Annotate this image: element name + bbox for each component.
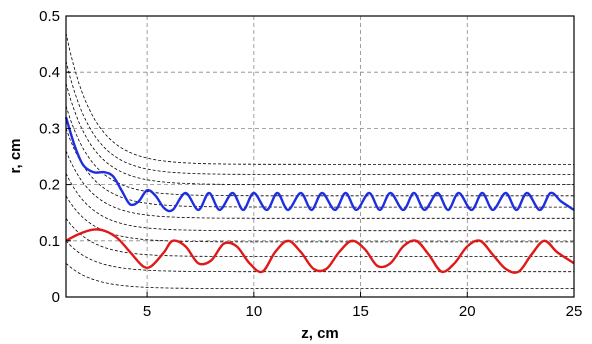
y-tick-label: 0.4 [39,64,60,81]
x-tick-label: 15 [352,303,369,320]
reference-curve [65,218,574,257]
reference-curve [65,83,574,185]
x-axis: 5 10 15 20 25 [143,292,582,320]
x-tick-label: 20 [459,303,476,320]
reference-curve [65,173,574,232]
x-tick-label: 5 [143,303,151,320]
series-line-red [65,228,575,274]
reference-curve [65,60,574,175]
y-axis: 0 0.1 0.2 0.3 0.4 0.5 [39,8,71,306]
y-tick-label: 0.1 [39,233,60,250]
grid [66,16,575,297]
series-line-blue [64,116,575,213]
x-axis-label: z, cm [301,325,339,342]
x-tick-label: 25 [566,303,583,320]
reference-curve [65,150,574,219]
x-tick-label: 10 [245,303,262,320]
reference-curve [65,105,574,197]
reference-curve [65,32,574,165]
y-tick-label: 0.2 [39,177,60,194]
y-tick-label: 0.5 [39,8,60,25]
y-axis-label: r, cm [7,138,24,173]
y-tick-label: 0.3 [39,120,60,137]
reference-curve [65,195,574,243]
reference-curve [65,262,574,289]
plot-frame [65,15,575,298]
series-group [64,116,575,274]
reference-curves [65,32,574,289]
y-tick-label: 0 [52,289,60,306]
